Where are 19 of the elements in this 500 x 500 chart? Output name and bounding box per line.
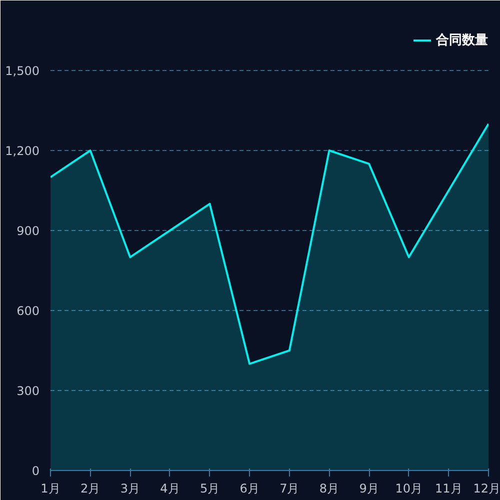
x-tick-label: 12月 bbox=[473, 482, 500, 496]
x-tick-label: 7月 bbox=[280, 482, 300, 496]
y-tick-label: 300 bbox=[16, 384, 40, 398]
x-tick-label: 9月 bbox=[359, 482, 379, 496]
x-tick-label: 2月 bbox=[80, 482, 100, 496]
x-tick-label: 11月 bbox=[435, 482, 462, 496]
x-tick-label: 10月 bbox=[395, 482, 423, 496]
x-tick-label: 8月 bbox=[319, 482, 340, 496]
legend-label: 合同数量 bbox=[436, 32, 488, 49]
y-tick-label: 600 bbox=[16, 304, 40, 318]
x-tick-label: 6月 bbox=[240, 482, 260, 496]
y-tick-label: 1,500 bbox=[5, 64, 40, 78]
y-tick-label: 900 bbox=[16, 224, 40, 238]
x-tick-label: 5月 bbox=[200, 482, 220, 496]
y-tick-label: 1,200 bbox=[5, 144, 40, 158]
x-tick-label: 3月 bbox=[120, 482, 140, 496]
y-tick-label: 0 bbox=[32, 464, 40, 478]
x-tick-label: 1月 bbox=[40, 482, 60, 496]
x-tick-label: 4月 bbox=[160, 482, 180, 496]
